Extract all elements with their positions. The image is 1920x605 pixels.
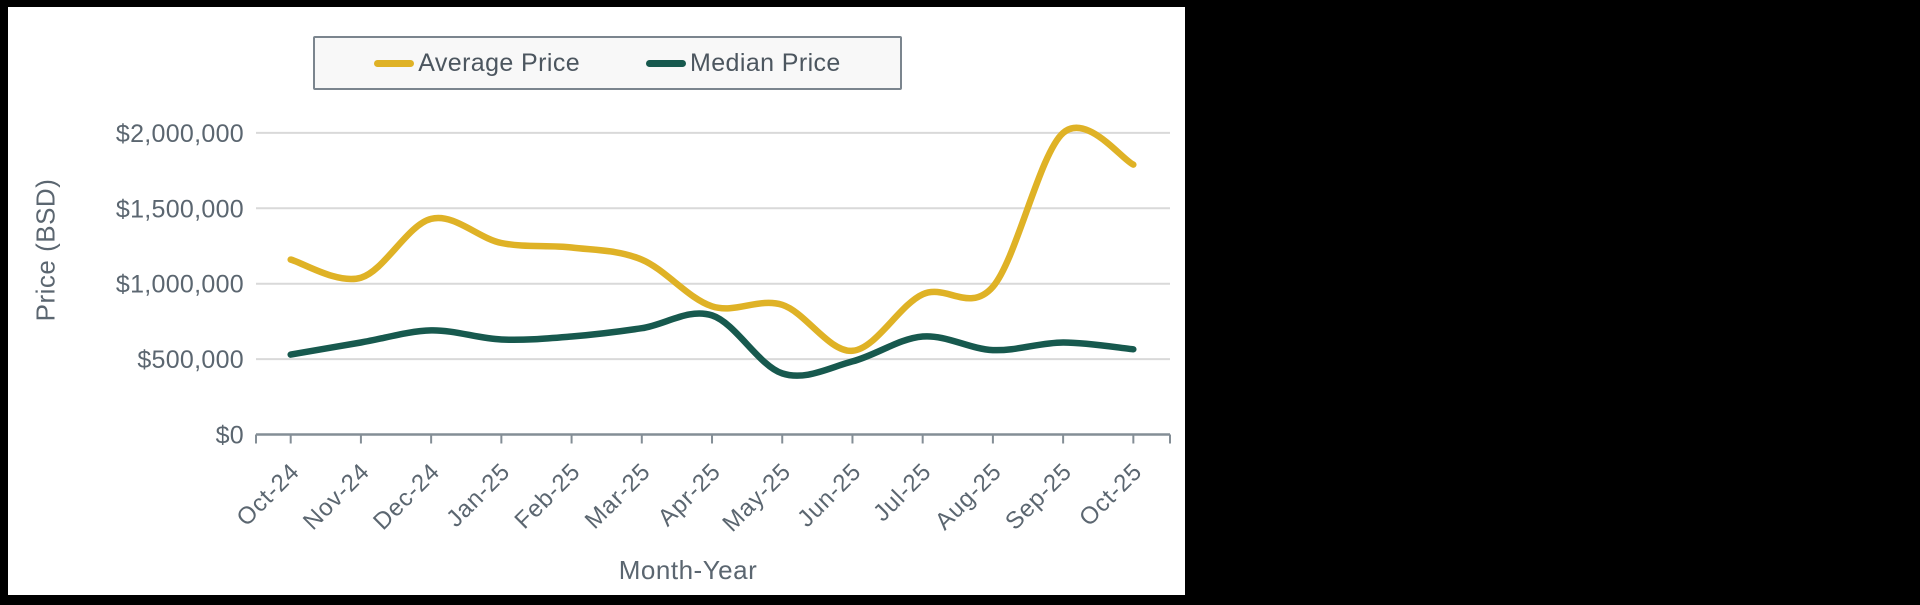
legend-label-average-price: Average Price <box>418 48 581 77</box>
x-tick-label-mar-25: Mar-25 <box>580 458 656 534</box>
x-tick-labels: Oct-24Nov-24Dec-24Jan-25Feb-25Mar-25Apr-… <box>232 458 1148 537</box>
gridlines <box>256 131 1170 361</box>
plot-area: $0 $500,000 $1,000,000 $1,500,000 $2,000,000… <box>116 120 1171 537</box>
x-tick-label-nov-24: Nov-24 <box>298 458 375 535</box>
x-axis <box>255 433 1171 444</box>
average-price-line <box>287 124 1137 355</box>
x-tick-label-apr-25: Apr-25 <box>653 458 726 531</box>
median-price-line <box>287 310 1137 379</box>
y-tick-label: $0 <box>216 422 244 450</box>
x-tick-label-feb-25: Feb-25 <box>510 458 586 534</box>
x-tick-label-oct-24: Oct-24 <box>232 458 305 531</box>
price-trend-chart: Average Price Median Price Price (BSD) M… <box>8 7 1185 595</box>
y-tick-label: $1,500,000 <box>116 195 244 223</box>
x-tick-label-aug-25: Aug-25 <box>930 458 1007 535</box>
x-tick-label-sep-25: Sep-25 <box>1000 458 1077 535</box>
x-tick-label-dec-24: Dec-24 <box>368 458 445 535</box>
legend-label-median-price: Median Price <box>690 48 841 77</box>
y-tick-labels: $0 $500,000 $1,000,000 $1,500,000 $2,000,000 <box>116 120 244 450</box>
x-tick-label-jan-25: Jan-25 <box>441 458 515 532</box>
x-axis-title: Month-Year <box>618 555 758 585</box>
median-price-swatch-icon <box>646 59 687 67</box>
x-tick-label-oct-25: Oct-25 <box>1074 458 1147 531</box>
chart-legend: Average Price Median Price <box>313 36 902 90</box>
legend-item-median-price: Median Price <box>646 49 841 78</box>
y-tick-label: $2,000,000 <box>116 120 244 148</box>
y-tick-label: $500,000 <box>137 346 244 374</box>
x-tick-label-may-25: May-25 <box>717 458 796 537</box>
y-tick-label: $1,000,000 <box>116 271 244 299</box>
legend-item-average-price: Average Price <box>374 49 580 78</box>
average-price-swatch-icon <box>374 59 415 67</box>
x-tick-label-jun-25: Jun-25 <box>792 458 866 532</box>
x-tick-label-jul-25: Jul-25 <box>868 458 937 527</box>
series-lines <box>287 124 1137 379</box>
